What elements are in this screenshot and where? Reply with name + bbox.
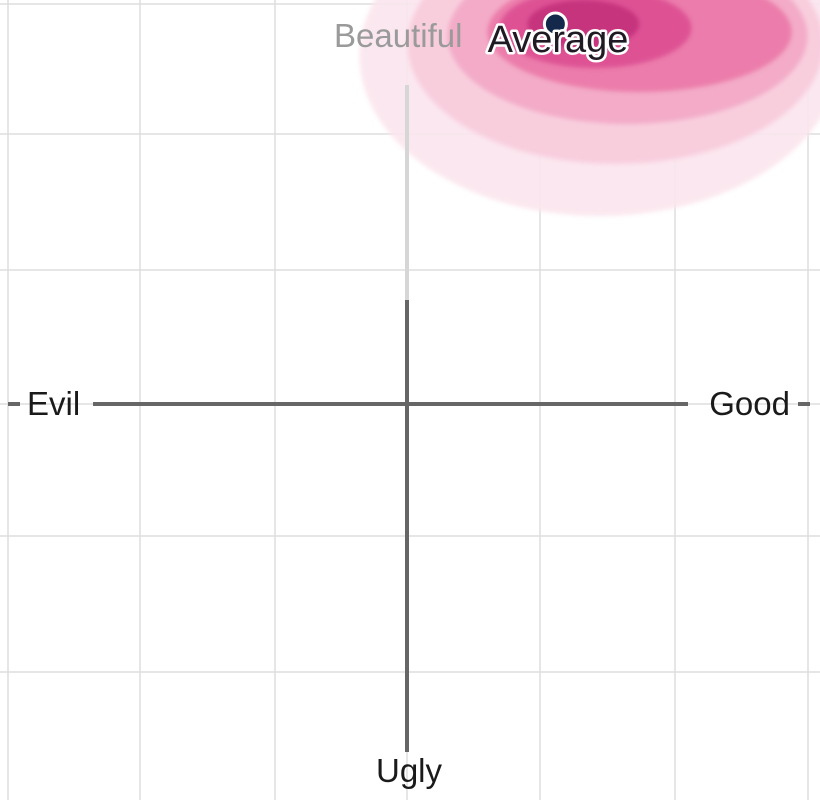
y-axis-label-bottom: Ugly <box>376 752 443 789</box>
average-label: Average <box>488 19 629 61</box>
y-axis-label-top: Beautiful <box>334 17 462 54</box>
x-axis-label-left: Evil <box>27 385 80 422</box>
density-contours <box>359 0 820 216</box>
average-point <box>542 11 568 37</box>
axes <box>8 85 810 752</box>
average-marker <box>542 11 568 37</box>
x-axis-label-right: Good <box>709 385 790 422</box>
